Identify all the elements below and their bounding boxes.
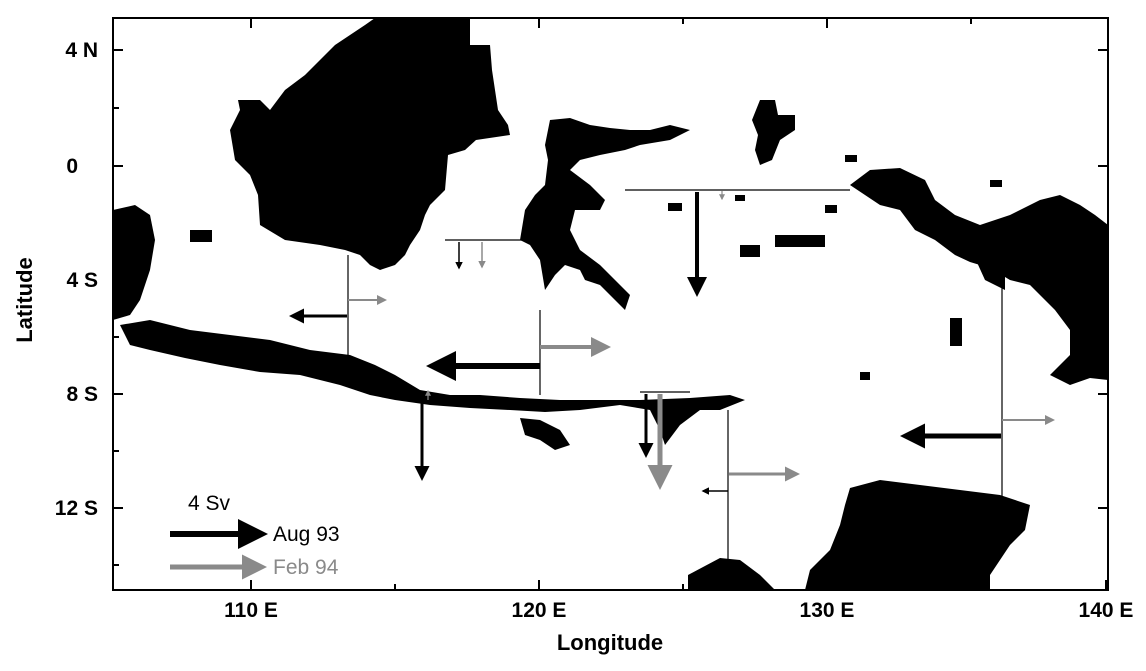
legend: 4 Sv Aug 93 Feb 94 <box>170 492 340 580</box>
land-sumatra <box>113 205 155 320</box>
land-islet-10 <box>190 230 212 242</box>
land-islet-1 <box>668 203 682 211</box>
plot-frame <box>112 17 1109 591</box>
x-tick-140: 140 E <box>1079 599 1134 622</box>
y-tick-0: 0 <box>66 155 78 178</box>
y-tick-4n: 4 N <box>65 39 98 62</box>
x-axis-title: Longitude <box>557 630 663 655</box>
land-sulawesi <box>520 118 690 310</box>
land-masses <box>113 18 1108 590</box>
y-tick-8s: 8 S <box>66 383 98 406</box>
y-tick-labels: 4 N 0 4 S 8 S 12 S <box>55 39 98 520</box>
x-tick-110: 110 E <box>224 599 278 622</box>
land-tanimbar <box>975 258 1005 290</box>
legend-scale: 4 Sv <box>188 492 231 515</box>
land-islet-6 <box>845 155 857 162</box>
land-islet-3 <box>775 235 825 247</box>
land-islet-8 <box>860 372 870 380</box>
y-tick-4s: 4 S <box>66 269 98 292</box>
x-tick-130: 130 E <box>800 599 855 622</box>
land-flores-islet <box>520 418 570 450</box>
legend-label-aug: Aug 93 <box>273 523 340 546</box>
x-tick-120: 120 E <box>512 599 567 622</box>
y-axis-title: Latitude <box>12 257 37 343</box>
land-new-guinea <box>850 168 1108 385</box>
land-islet-5 <box>825 205 837 213</box>
land-islet-4 <box>735 195 745 201</box>
land-islet-2 <box>740 245 760 257</box>
land-australia <box>805 480 1030 590</box>
legend-label-feb: Feb 94 <box>273 556 339 579</box>
land-australia-west <box>688 558 775 590</box>
transport-arrows <box>289 191 1055 495</box>
y-tick-12s: 12 S <box>55 497 98 520</box>
land-islet-7 <box>950 318 962 346</box>
land-halmahera <box>752 100 795 165</box>
land-borneo <box>230 18 510 270</box>
section-lines <box>347 189 1003 572</box>
x-tick-labels: 110 E 120 E 130 E 140 E <box>224 599 1133 622</box>
land-java <box>120 320 745 445</box>
axis-ticks <box>113 18 1108 590</box>
land-islet-9 <box>990 180 1002 187</box>
